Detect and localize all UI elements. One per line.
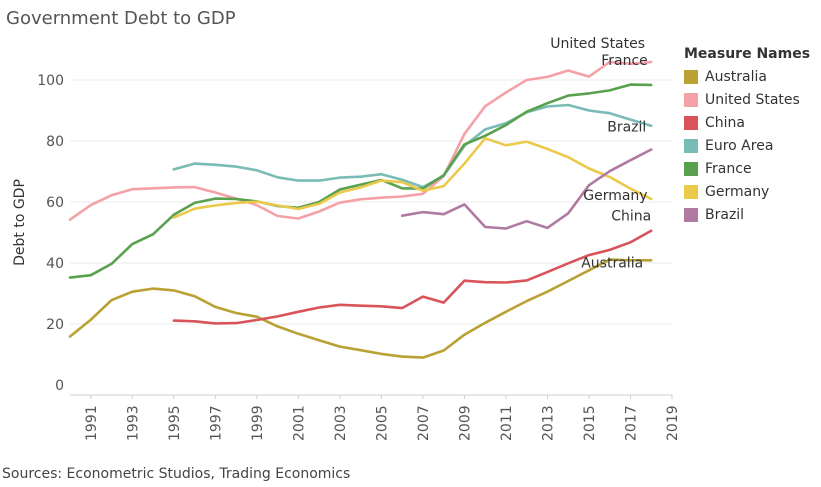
x-tick-label: 1995 (167, 405, 183, 441)
legend-label: United States (705, 91, 800, 108)
x-tick-label: 2013 (540, 405, 556, 441)
series-line-china (172, 229, 653, 325)
legend-items: Australia United States China Euro Area Fran… (684, 65, 819, 226)
legend-swatch (684, 161, 698, 176)
legend-item-euro-area[interactable]: Euro Area (684, 134, 819, 157)
end-label-united-states: United States (550, 36, 645, 52)
legend: Measure Names Australia United States Chin… (684, 46, 819, 226)
legend-swatch (684, 138, 698, 153)
legend-item-china[interactable]: China (684, 111, 819, 134)
series-lines (68, 60, 653, 359)
x-tick-label: 2017 (623, 405, 639, 441)
legend-label: Brazil (705, 206, 745, 223)
chart-title: Government Debt to GDP (6, 8, 236, 29)
legend-title: Measure Names (684, 46, 811, 62)
x-tick-label: 2019 (665, 405, 681, 441)
gridlines (70, 79, 672, 325)
legend-item-australia[interactable]: Australia (684, 65, 819, 88)
end-label-brazil: Brazil (607, 120, 646, 136)
y-tick-label: 0 (55, 378, 64, 394)
x-tick-label: 2015 (582, 405, 598, 441)
end-label-germany: Germany (583, 188, 647, 204)
x-tick-label: 1999 (250, 405, 266, 441)
x-tick-label: 2009 (457, 405, 473, 441)
legend-label: Euro Area (705, 137, 774, 154)
x-tick-label: 2005 (374, 405, 390, 441)
y-axis-title: Debt to GDP (12, 179, 28, 266)
series-line-australia (68, 258, 653, 359)
legend-label: China (705, 114, 745, 131)
end-labels: Australia United States China France Germany… (550, 36, 651, 271)
legend-label: France (705, 160, 752, 177)
y-tick-label: 80 (46, 134, 64, 150)
legend-item-germany[interactable]: Germany (684, 180, 819, 203)
axes: 0 20 40 60 80 100 1991 1993 1995 1997 1999 2001 2003… (12, 73, 681, 441)
series-line-germany (172, 137, 653, 219)
legend-label: Australia (705, 68, 767, 85)
x-tick-label: 2001 (291, 405, 307, 441)
end-label-australia: Australia (581, 255, 643, 271)
legend-swatch (684, 184, 698, 199)
x-tick-label: 2011 (499, 405, 515, 441)
y-tick-label: 60 (46, 195, 64, 211)
x-tick-label: 2003 (333, 405, 349, 441)
y-tick-label: 40 (46, 256, 64, 272)
end-label-china: China (611, 209, 651, 225)
series-line-brazil (400, 148, 653, 230)
legend-swatch (684, 207, 698, 222)
legend-swatch (684, 69, 698, 84)
legend-swatch (684, 115, 698, 130)
legend-label: Germany (705, 183, 770, 200)
y-tick-label: 100 (37, 73, 64, 89)
series-line-united-states (68, 60, 653, 221)
x-tick-label: 1991 (84, 405, 100, 441)
x-tick-label: 2007 (416, 405, 432, 441)
x-tick-label: 1993 (125, 405, 141, 441)
series-line-euro-area (172, 103, 653, 189)
source-note: Sources: Econometric Studios, Trading Ec… (2, 466, 351, 482)
series-line-france (68, 83, 653, 279)
legend-swatch (684, 92, 698, 107)
x-tick-label: 1997 (208, 405, 224, 441)
legend-item-brazil[interactable]: Brazil (684, 203, 819, 226)
legend-item-france[interactable]: France (684, 157, 819, 180)
end-label-france: France (601, 53, 648, 69)
y-tick-label: 20 (46, 317, 64, 333)
legend-item-united-states[interactable]: United States (684, 88, 819, 111)
